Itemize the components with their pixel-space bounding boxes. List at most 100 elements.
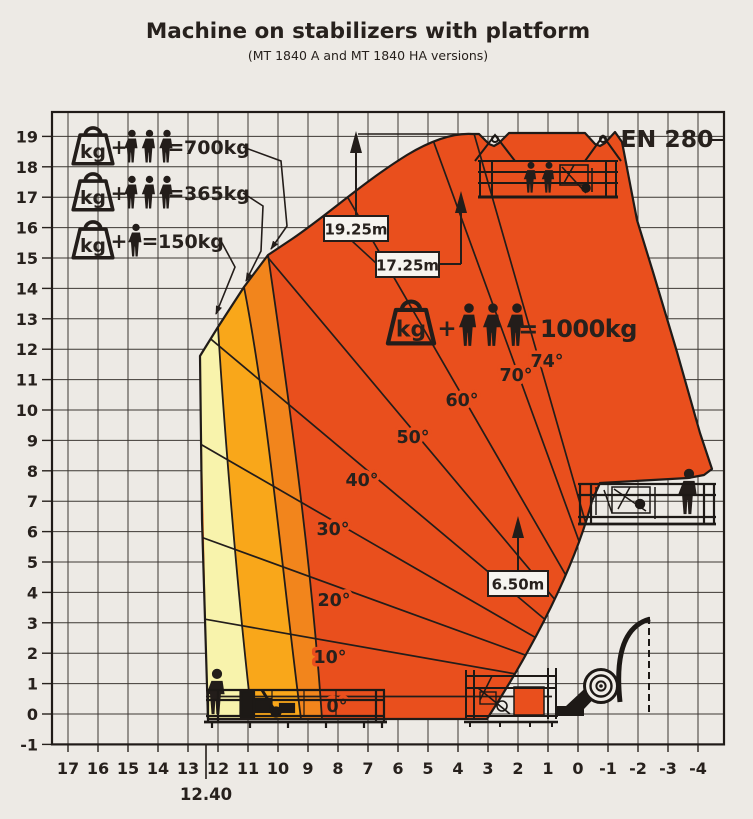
y-tick-label: 3 bbox=[27, 614, 38, 633]
x-tick-label: 14 bbox=[147, 759, 169, 778]
x-tick-label: 8 bbox=[332, 759, 343, 778]
x-tick-label: -2 bbox=[629, 759, 647, 778]
person-icon bbox=[128, 223, 142, 257]
equals-sign: = bbox=[142, 229, 159, 253]
equals-sign: = bbox=[168, 135, 185, 159]
platform-icon-right bbox=[578, 468, 716, 526]
x-tick-label: 12 bbox=[207, 759, 229, 778]
weight-icon: kg bbox=[388, 302, 434, 344]
legend-row-365kg: kg + = 365kg bbox=[71, 172, 250, 212]
x-tick-label: -1 bbox=[599, 759, 617, 778]
zone-separators bbox=[217, 254, 323, 719]
page-subtitle: (MT 1840 A and MT 1840 HA versions) bbox=[248, 48, 488, 63]
weight-icon: kg bbox=[71, 220, 115, 260]
page-title: Machine on stabilizers with platform bbox=[146, 19, 590, 44]
legend-load-150: 150kg bbox=[158, 231, 224, 253]
x-tick-label: 11 bbox=[237, 759, 259, 778]
x-tick-label: 1 bbox=[542, 759, 553, 778]
capacity-legend: kg + = 700kg kg + = 365kg kg + bbox=[71, 126, 288, 315]
up-arrow-icon bbox=[350, 131, 362, 153]
platform-icon-bottom-left bbox=[204, 668, 387, 728]
weight-icon-label: kg bbox=[80, 142, 106, 163]
x-tick-label: 17 bbox=[57, 759, 79, 778]
y-tick-label: 2 bbox=[27, 644, 38, 663]
y-tick-label: 14 bbox=[16, 279, 38, 298]
y-tick-label: 8 bbox=[27, 462, 38, 481]
x-tick-label: 4 bbox=[452, 759, 463, 778]
zone-1000kg bbox=[200, 132, 712, 719]
angle-label: 30° bbox=[316, 520, 349, 540]
y-tick-label: 1 bbox=[27, 675, 38, 694]
y-tick-label: 5 bbox=[27, 553, 38, 572]
legend-row-150kg: kg + = 150kg bbox=[71, 220, 224, 260]
angle-label: 20° bbox=[317, 591, 350, 611]
envelope-outline bbox=[198, 130, 714, 721]
y-tick-label: 9 bbox=[27, 431, 38, 450]
height-marker-17-25: 17.25m bbox=[375, 191, 467, 278]
angle-label: 70° bbox=[499, 366, 532, 386]
leader-150kg bbox=[215, 240, 236, 315]
y-tick-label: 15 bbox=[16, 249, 38, 268]
carriage-icon bbox=[464, 668, 558, 727]
x-tick-label: 0 bbox=[572, 759, 583, 778]
y-tick-label: 6 bbox=[27, 523, 38, 542]
x-tick-label: 9 bbox=[302, 759, 313, 778]
x-tick-label: 5 bbox=[422, 759, 433, 778]
plus-sign: + bbox=[111, 181, 128, 205]
leader-365kg bbox=[242, 192, 264, 282]
standard-label: EN 280 bbox=[621, 125, 714, 153]
up-arrow-icon bbox=[512, 516, 524, 538]
fender-icon bbox=[616, 616, 651, 703]
x-tick-label: -4 bbox=[689, 759, 707, 778]
y-tick-label: 18 bbox=[16, 158, 38, 177]
person-icon bbox=[141, 129, 155, 163]
y-tick-label: 16 bbox=[16, 219, 38, 238]
max-capacity-value: 1000kg bbox=[540, 315, 637, 343]
max-height-value: 19.25m bbox=[324, 221, 387, 239]
x-tick-label: -3 bbox=[659, 759, 677, 778]
weight-icon-label: kg bbox=[396, 317, 426, 342]
legend-row-700kg: kg + = 700kg bbox=[71, 126, 250, 166]
weight-icon-label: kg bbox=[80, 236, 106, 257]
plus-sign: + bbox=[111, 229, 128, 253]
y-tick-label: 4 bbox=[27, 583, 38, 602]
legend-load-365: 365kg bbox=[184, 183, 250, 205]
leader-700kg bbox=[242, 146, 288, 250]
angle-label: 40° bbox=[345, 471, 378, 491]
x-tick-label: 2 bbox=[512, 759, 523, 778]
outreach-value: 12.40 bbox=[180, 785, 232, 804]
angle-label: 74° bbox=[530, 352, 563, 372]
x-tick-label: 10 bbox=[267, 759, 289, 778]
weight-icon: kg bbox=[71, 126, 115, 166]
platform-machinery bbox=[559, 164, 593, 194]
x-tick-label: 13 bbox=[177, 759, 199, 778]
mid-height-value: 17.25m bbox=[376, 257, 439, 275]
equals-sign: = bbox=[168, 181, 185, 205]
y-tick-label: 19 bbox=[16, 127, 38, 146]
height-marker-6-50: 6.50m bbox=[487, 516, 549, 597]
platform-icon-top bbox=[474, 133, 622, 199]
y-tick-label: 0 bbox=[27, 705, 38, 724]
y-tick-label: 17 bbox=[16, 188, 38, 207]
y-tick-label: 13 bbox=[16, 310, 38, 329]
plus-sign: + bbox=[111, 135, 128, 159]
weight-icon: kg bbox=[71, 172, 115, 212]
plus-sign: + bbox=[437, 316, 456, 342]
platform-machinery bbox=[239, 689, 296, 719]
x-tick-label: 3 bbox=[482, 759, 493, 778]
legend-load-700: 700kg bbox=[184, 137, 250, 159]
y-tick-label: -1 bbox=[20, 735, 38, 754]
max-capacity-label: kg + = 1000kg bbox=[388, 302, 637, 346]
angle-labels: 0°10°20°30°40°50°60°70°74° bbox=[310, 349, 567, 721]
person-icon bbox=[141, 175, 155, 209]
y-tick-label: 11 bbox=[16, 371, 38, 390]
machine-rear bbox=[556, 616, 651, 716]
y-tick-label: 10 bbox=[16, 401, 38, 420]
outreach-marker: 12.40 bbox=[180, 744, 232, 804]
min-height-value: 6.50m bbox=[492, 576, 545, 594]
equals-sign: = bbox=[518, 315, 538, 343]
angle-label: 60° bbox=[445, 391, 478, 411]
x-tick-label: 7 bbox=[362, 759, 373, 778]
